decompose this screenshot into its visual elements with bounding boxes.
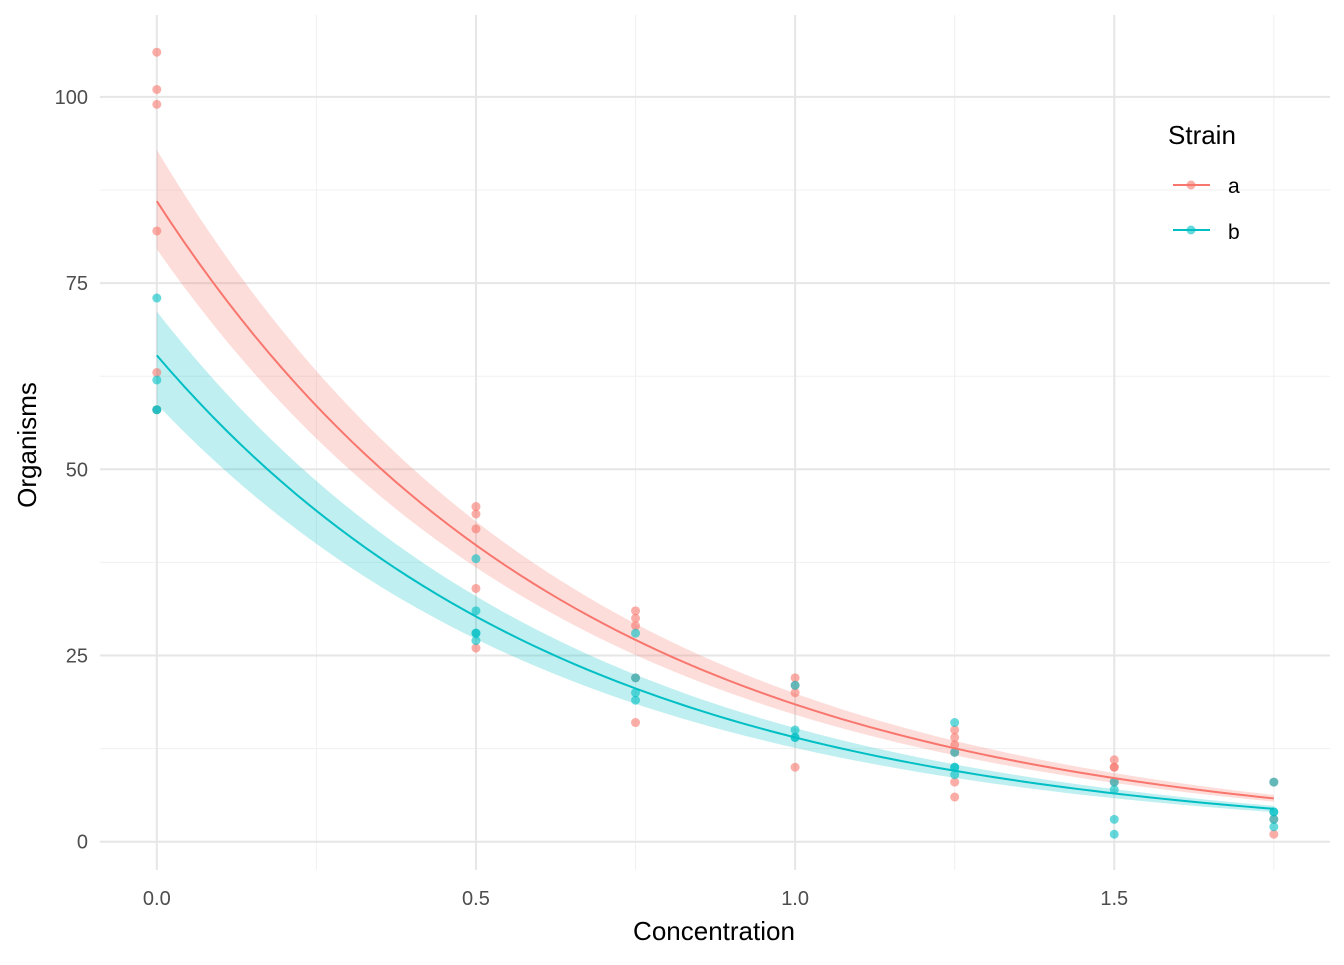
y-tick-label: 50	[66, 459, 88, 481]
data-point-a	[790, 673, 800, 683]
data-point-b	[152, 293, 162, 303]
data-point-b	[631, 688, 641, 698]
data-point-b	[950, 747, 960, 757]
fit-line-b	[156, 354, 1274, 810]
data-point-b	[950, 718, 960, 728]
data-point-b	[471, 636, 481, 646]
data-point-b	[1109, 777, 1119, 787]
data-point-a	[471, 643, 481, 653]
data-point-a	[471, 502, 481, 512]
data-point-a	[631, 613, 641, 623]
data-point-a	[631, 621, 641, 631]
data-point-a	[631, 606, 641, 616]
data-point-b	[631, 673, 641, 683]
x-axis-ticks: 0.0 0.5 1.0 1.5	[143, 888, 1128, 910]
confidence-ribbons	[156, 149, 1274, 813]
y-axis-ticks: 0 25 50 75 100	[55, 87, 88, 854]
legend-marker-b	[1186, 225, 1196, 235]
fit-lines	[155, 200, 1274, 810]
data-point-a	[152, 367, 162, 377]
data-point-a	[631, 718, 641, 728]
legend-item-b: b	[1173, 221, 1240, 244]
data-points	[152, 47, 1279, 839]
y-tick-label: 25	[66, 646, 88, 668]
y-axis-title: Organisms	[12, 382, 42, 508]
data-point-b	[631, 695, 641, 705]
legend-label-b: b	[1228, 221, 1240, 244]
data-point-a	[950, 777, 960, 787]
confidence-ribbon-b	[156, 311, 1274, 813]
y-tick-label: 0	[77, 832, 88, 854]
confidence-ribbon-a	[156, 149, 1274, 802]
data-point-a	[471, 524, 481, 534]
data-point-a	[950, 725, 960, 735]
data-point-b	[790, 680, 800, 690]
gridlines	[100, 15, 1330, 870]
y-tick-label: 75	[66, 273, 88, 295]
fit-line-a	[155, 200, 1274, 800]
data-point-b	[950, 770, 960, 780]
data-point-b	[631, 628, 641, 638]
data-point-a	[1109, 762, 1119, 772]
data-point-b	[471, 554, 481, 564]
legend-item-a: a	[1173, 175, 1240, 198]
data-point-b	[1109, 829, 1119, 839]
data-point-b	[471, 628, 481, 638]
x-tick-label: 0.0	[143, 888, 171, 910]
data-point-b	[1269, 777, 1279, 787]
data-point-b	[790, 725, 800, 735]
x-tick-label: 1.0	[781, 888, 809, 910]
data-point-b	[1269, 814, 1279, 824]
data-point-a	[152, 47, 162, 57]
data-point-b	[152, 375, 162, 385]
data-point-b	[1269, 822, 1279, 832]
x-tick-label: 0.5	[462, 888, 490, 910]
data-point-a	[152, 226, 162, 236]
data-point-a	[790, 688, 800, 698]
data-point-b	[471, 606, 481, 616]
data-point-a	[152, 99, 162, 109]
x-axis-title: Concentration	[633, 916, 795, 946]
data-point-a	[950, 732, 960, 742]
data-point-a	[790, 762, 800, 772]
data-point-b	[152, 405, 162, 415]
data-point-b	[1109, 814, 1119, 824]
legend: Strain a b	[1168, 120, 1240, 244]
data-point-a	[1109, 755, 1119, 765]
data-point-a	[471, 509, 481, 519]
data-point-a	[152, 84, 162, 94]
x-tick-label: 1.5	[1100, 888, 1128, 910]
data-point-a	[950, 792, 960, 802]
data-point-a	[1269, 829, 1279, 839]
legend-label-a: a	[1228, 175, 1240, 198]
legend-title: Strain	[1168, 120, 1236, 150]
legend-marker-a	[1186, 180, 1196, 190]
y-tick-label: 100	[55, 87, 88, 109]
data-point-a	[471, 583, 481, 593]
data-point-b	[1109, 785, 1119, 795]
